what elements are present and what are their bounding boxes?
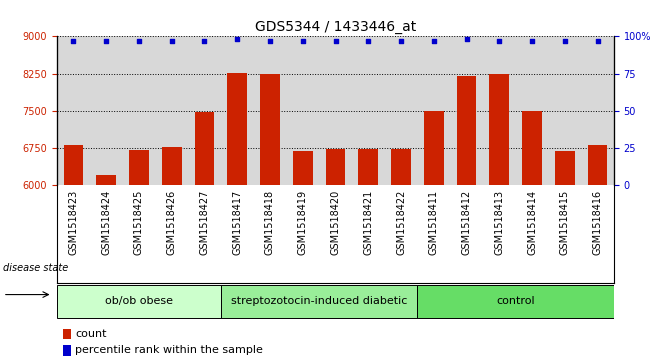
Bar bbox=[555, 151, 574, 185]
Bar bbox=[195, 112, 214, 185]
FancyBboxPatch shape bbox=[221, 285, 417, 318]
Point bbox=[166, 38, 177, 44]
Bar bbox=[129, 150, 149, 185]
Text: GSM1518419: GSM1518419 bbox=[298, 190, 308, 255]
Text: disease state: disease state bbox=[3, 263, 68, 273]
Bar bbox=[62, 329, 71, 339]
Point bbox=[68, 38, 79, 44]
Point bbox=[101, 38, 111, 44]
Bar bbox=[227, 73, 247, 185]
Point bbox=[527, 38, 537, 44]
Text: control: control bbox=[497, 296, 535, 306]
Bar bbox=[62, 345, 71, 356]
Bar bbox=[522, 111, 542, 185]
Bar bbox=[391, 150, 411, 185]
Bar bbox=[260, 74, 280, 185]
Text: GSM1518427: GSM1518427 bbox=[199, 190, 209, 256]
Text: GSM1518422: GSM1518422 bbox=[396, 190, 406, 256]
Text: ob/ob obese: ob/ob obese bbox=[105, 296, 173, 306]
FancyBboxPatch shape bbox=[417, 285, 614, 318]
Bar bbox=[424, 111, 444, 185]
Bar bbox=[162, 147, 182, 185]
Text: GSM1518423: GSM1518423 bbox=[68, 190, 79, 255]
Point bbox=[134, 38, 144, 44]
Text: GSM1518421: GSM1518421 bbox=[363, 190, 373, 255]
Text: count: count bbox=[75, 329, 107, 339]
Text: GSM1518417: GSM1518417 bbox=[232, 190, 242, 255]
Text: GSM1518411: GSM1518411 bbox=[429, 190, 439, 255]
Point bbox=[428, 38, 439, 44]
Text: GSM1518414: GSM1518414 bbox=[527, 190, 537, 255]
Text: GSM1518413: GSM1518413 bbox=[495, 190, 505, 255]
Bar bbox=[489, 74, 509, 185]
Point bbox=[461, 36, 472, 42]
Point bbox=[560, 38, 570, 44]
Text: GSM1518426: GSM1518426 bbox=[166, 190, 176, 255]
Title: GDS5344 / 1433446_at: GDS5344 / 1433446_at bbox=[255, 20, 416, 34]
Bar bbox=[97, 175, 116, 185]
Text: GSM1518425: GSM1518425 bbox=[134, 190, 144, 256]
Text: GSM1518420: GSM1518420 bbox=[331, 190, 340, 255]
Point bbox=[264, 38, 275, 44]
Point bbox=[330, 38, 341, 44]
Text: GSM1518415: GSM1518415 bbox=[560, 190, 570, 255]
Point bbox=[297, 38, 308, 44]
Bar bbox=[588, 146, 607, 185]
Point bbox=[199, 38, 210, 44]
Point bbox=[592, 38, 603, 44]
Text: percentile rank within the sample: percentile rank within the sample bbox=[75, 345, 263, 355]
Point bbox=[494, 38, 505, 44]
Text: GSM1518416: GSM1518416 bbox=[592, 190, 603, 255]
Text: GSM1518424: GSM1518424 bbox=[101, 190, 111, 255]
FancyBboxPatch shape bbox=[57, 285, 221, 318]
Bar bbox=[64, 146, 83, 185]
Point bbox=[396, 38, 407, 44]
Text: streptozotocin-induced diabetic: streptozotocin-induced diabetic bbox=[231, 296, 407, 306]
Bar bbox=[358, 150, 378, 185]
Text: GSM1518418: GSM1518418 bbox=[265, 190, 275, 255]
Point bbox=[232, 36, 243, 42]
Bar bbox=[293, 151, 313, 185]
Bar bbox=[457, 76, 476, 185]
Text: GSM1518412: GSM1518412 bbox=[462, 190, 472, 255]
Point bbox=[363, 38, 374, 44]
Bar bbox=[325, 150, 346, 185]
